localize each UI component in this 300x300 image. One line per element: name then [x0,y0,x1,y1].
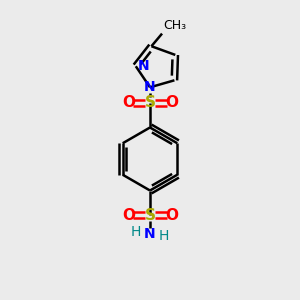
Text: O: O [122,208,135,223]
Text: S: S [145,208,155,223]
Text: O: O [122,95,135,110]
Text: H: H [130,226,141,239]
Text: O: O [165,95,178,110]
Text: N: N [144,227,156,241]
Text: H: H [159,229,169,242]
Text: CH₃: CH₃ [163,20,186,32]
Text: N: N [138,59,149,73]
Text: O: O [165,208,178,223]
Text: N: N [144,80,156,94]
Text: S: S [145,95,155,110]
